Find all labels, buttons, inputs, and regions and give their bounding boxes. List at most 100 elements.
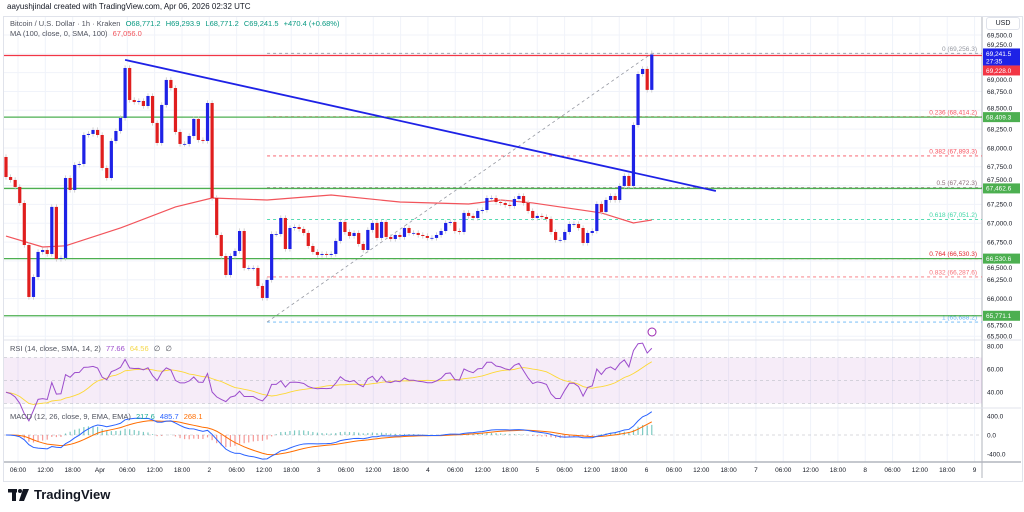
candle (343, 219, 347, 235)
candle-body (613, 195, 617, 200)
candle-body (444, 222, 448, 232)
candle-body (219, 234, 223, 257)
x-tick-label: 12:00 (147, 467, 164, 474)
price-tick-label: 66,750.0 (987, 239, 1013, 246)
rsi-legend[interactable]: RSI (14, close, SMA, 14, 2) 77.66 64.56 … (10, 344, 175, 354)
candle (178, 129, 182, 147)
candle (237, 228, 242, 254)
price-tick-label: 67,750.0 (987, 164, 1013, 171)
candle (613, 193, 617, 203)
macd-signal-value: 268.1 (183, 412, 203, 421)
candle (137, 98, 141, 105)
candle-body (91, 129, 95, 134)
ohlc-open: O68,771.2 (125, 19, 161, 28)
candle-body (453, 221, 457, 232)
x-tick-label: 18:00 (720, 467, 737, 474)
candle-body (265, 279, 269, 298)
candle (325, 251, 329, 258)
candle-body (608, 195, 613, 200)
candle-body (96, 129, 100, 135)
candle (77, 161, 81, 168)
candle (608, 193, 613, 203)
x-tick-label: 5 (535, 467, 539, 474)
candle-body (288, 227, 292, 250)
ma-value: 67,056.0 (112, 29, 142, 38)
candle (27, 242, 31, 300)
candle (526, 200, 530, 214)
candle-body (622, 175, 626, 186)
candle (485, 195, 489, 213)
candle (370, 220, 374, 233)
macd-tick-label: 400.0 (987, 413, 1004, 420)
candle-body (279, 217, 283, 235)
currency-button[interactable]: USD (986, 17, 1020, 30)
candle (453, 219, 457, 234)
candle-body (476, 210, 480, 218)
candle (393, 232, 397, 242)
candle (169, 77, 173, 91)
candle (448, 219, 452, 226)
candle (512, 196, 516, 209)
x-tick-label: 18:00 (611, 467, 628, 474)
candle (384, 219, 388, 240)
price-level-box (983, 112, 1020, 123)
price-tick-label: 69,000.0 (987, 77, 1013, 84)
candle-body (315, 251, 320, 255)
price-tick-label: 66,500.0 (987, 265, 1013, 272)
candle (357, 230, 361, 247)
candle (242, 228, 246, 271)
macd-legend[interactable]: MACD (12, 26, close, 9, EMA, EMA) 217.6 … (10, 412, 206, 422)
rsi-sma-line (5, 361, 653, 405)
candle-body (604, 199, 608, 212)
price-level-box-label: 66,530.6 (986, 256, 1012, 263)
rsi-tick-label: 60.00 (987, 366, 1004, 373)
candle (302, 226, 306, 236)
ma-legend[interactable]: MA (100, close, 0, SMA, 100) 67,056.0 (10, 29, 145, 39)
candle (549, 216, 553, 235)
candle (402, 225, 407, 240)
candle-body (283, 217, 287, 250)
candle-body (45, 249, 49, 254)
candle-body (242, 231, 246, 268)
candle (531, 208, 535, 221)
x-tick-label: 18:00 (939, 467, 956, 474)
price-tick-label: 67,500.0 (987, 177, 1013, 184)
candle (329, 251, 333, 258)
candle (457, 228, 462, 235)
candle (123, 65, 127, 121)
candle (499, 199, 503, 206)
macd-signal-line (5, 420, 653, 456)
macd-hist-value: 217.6 (135, 412, 155, 421)
candle-body (118, 117, 123, 132)
price-tick-label: 68,000.0 (987, 145, 1013, 152)
x-tick-label: 2 (207, 467, 211, 474)
candle (91, 127, 95, 137)
ohlc-close: C69,241.5 (243, 19, 279, 28)
price-level-box (983, 183, 1020, 194)
symbol-name[interactable]: Bitcoin / U.S. Dollar · 1h · Kraken (10, 19, 121, 28)
candle (618, 183, 622, 203)
candle (508, 202, 512, 209)
x-tick-label: 18:00 (392, 467, 409, 474)
rsi-extra-2: ∅ (165, 344, 172, 353)
tradingview-logo[interactable]: TradingView (8, 487, 110, 502)
ohlc-low: L68,771.2 (205, 19, 239, 28)
candle-body (370, 222, 374, 230)
candle (270, 231, 274, 283)
candle-body (581, 227, 585, 243)
candle-body (384, 221, 388, 237)
candle-body (256, 267, 260, 286)
candle (338, 219, 342, 244)
candle-body (393, 234, 397, 239)
candle-body (54, 206, 58, 259)
fib-trend-line (266, 53, 653, 323)
candle (407, 225, 411, 236)
candle-body (196, 118, 200, 140)
candle (439, 228, 443, 238)
candle-body (416, 232, 420, 235)
candle-body (471, 215, 475, 218)
candle (590, 228, 594, 236)
candle-body (260, 285, 265, 298)
candle (306, 230, 310, 249)
